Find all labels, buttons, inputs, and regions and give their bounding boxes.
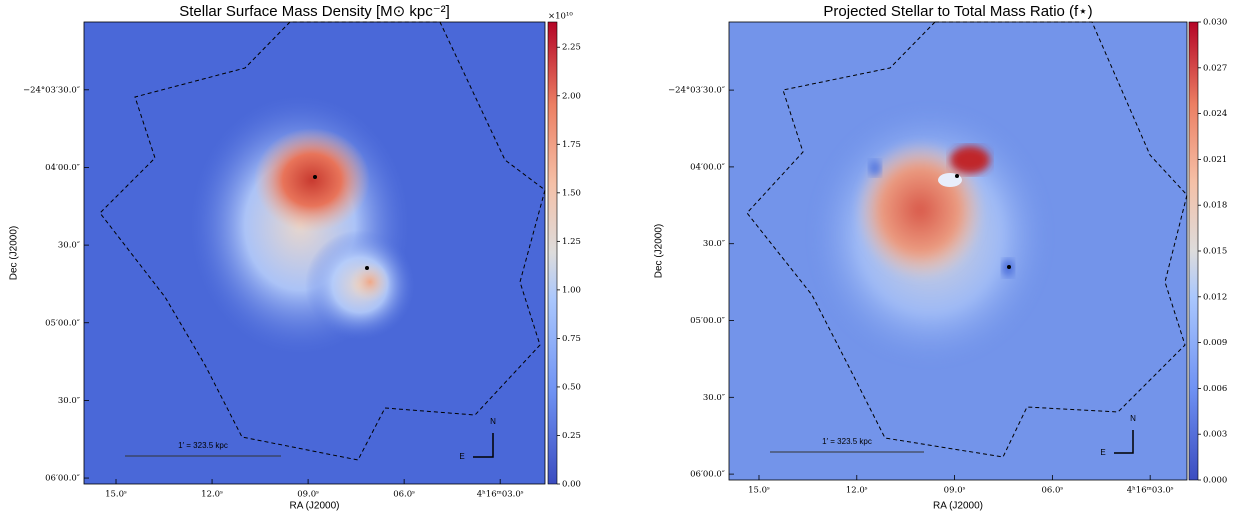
x-tick-label: 12.0ˢ xyxy=(201,490,223,500)
chart-title: Projected Stellar to Total Mass Ratio (f… xyxy=(823,3,1092,20)
compass-north: N xyxy=(1130,414,1136,423)
colorbar-tick-label: 1.50 xyxy=(562,188,581,198)
x-tick-label: 4ʰ16ᵐ03.0ˢ xyxy=(477,490,524,500)
y-tick-label: 06′00.0″ xyxy=(690,470,725,480)
colorbar-tick-label: 2.00 xyxy=(562,91,581,101)
map-right xyxy=(728,21,1199,481)
colorbar-tick-label: 0.25 xyxy=(562,431,581,441)
y-tick-label: 30.0″ xyxy=(58,396,80,406)
compass-east: E xyxy=(459,452,464,461)
colorbar-tick-label: 0.024 xyxy=(1203,109,1227,119)
x-tick-label: 12.0ˢ xyxy=(846,486,868,496)
colorbar-tick-label: 0.015 xyxy=(1203,247,1227,257)
scalebar-label: 1′ = 323.5 kpc xyxy=(178,441,228,450)
colorbar-tick-label: 0.75 xyxy=(562,334,581,344)
colorbar-tick-label: 1.25 xyxy=(562,237,581,247)
x-tick-label: 15.0ˢ xyxy=(105,490,127,500)
y-tick-label: 06′00.0″ xyxy=(45,474,80,484)
colorbar-tick-label: 0.012 xyxy=(1203,292,1227,302)
compass-north: N xyxy=(490,417,496,426)
y-axis-label: Dec (J2000) xyxy=(654,224,665,278)
x-tick-label: 4ʰ16ᵐ03.0ˢ xyxy=(1127,486,1174,496)
y-tick-label: 05′00.0″ xyxy=(45,318,80,328)
y-tick-label: 30.0″ xyxy=(58,241,80,251)
y-tick-label: 04′00.0″ xyxy=(45,163,80,173)
x-tick-label: 06.0ˢ xyxy=(1041,486,1063,496)
x-tick-label: 15.0ˢ xyxy=(748,486,770,496)
colorbar-tick-label: 0.00 xyxy=(562,480,581,490)
colorbar-tick-label: 0.021 xyxy=(1203,155,1227,165)
colorbar-tick-label: 0.50 xyxy=(562,382,581,392)
colorbar-tick-label: 0.018 xyxy=(1203,201,1227,211)
y-tick-label: 04′00.0″ xyxy=(690,162,725,172)
map-left xyxy=(83,21,558,485)
colorbar-offset: ×10¹⁰ xyxy=(548,12,573,22)
colorbar-tick-label: 0.027 xyxy=(1203,63,1227,73)
y-tick-label: −24°03′30.0″ xyxy=(668,86,725,96)
colorbar-tick-label: 1.00 xyxy=(562,285,581,295)
x-axis-label: RA (J2000) xyxy=(933,501,983,512)
y-axis-label: Dec (J2000) xyxy=(9,226,20,280)
colorbar-tick-label: 0.009 xyxy=(1203,338,1227,348)
x-axis-label: RA (J2000) xyxy=(289,501,339,512)
y-tick-label: 05′00.0″ xyxy=(690,316,725,326)
colorbar-tick-label: 0.006 xyxy=(1203,384,1227,394)
x-tick-label: 06.0ˢ xyxy=(393,490,415,500)
x-tick-label: 09.0ˢ xyxy=(944,486,966,496)
colorbar-tick-label: 0.000 xyxy=(1203,476,1227,486)
compass-east: E xyxy=(1100,448,1105,457)
chart-title: Stellar Surface Mass Density [M⊙ kpc⁻²] xyxy=(179,3,450,20)
colorbar-tick-label: 1.75 xyxy=(562,140,581,150)
y-tick-label: 30.0″ xyxy=(703,239,725,249)
scalebar-label: 1′ = 323.5 kpc xyxy=(822,437,872,446)
y-tick-label: −24°03′30.0″ xyxy=(23,85,80,95)
y-tick-label: 30.0″ xyxy=(703,393,725,403)
colorbar-tick-label: 2.25 xyxy=(562,43,581,53)
x-tick-label: 09.0ˢ xyxy=(297,490,319,500)
colorbar-tick-label: 0.030 xyxy=(1203,18,1227,28)
colorbar-tick-label: 0.003 xyxy=(1203,430,1227,440)
